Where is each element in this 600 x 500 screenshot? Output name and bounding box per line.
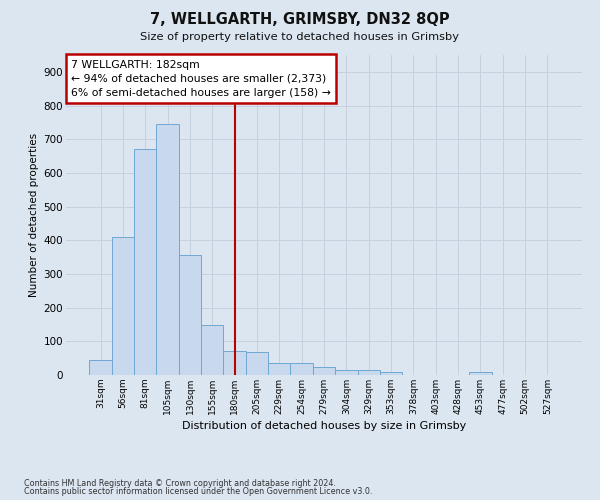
Bar [358, 370, 380, 375]
Bar [134, 150, 157, 375]
Bar [335, 370, 358, 375]
Bar [290, 363, 313, 375]
Bar [179, 256, 201, 375]
Text: Contains HM Land Registry data © Crown copyright and database right 2024.: Contains HM Land Registry data © Crown c… [24, 478, 336, 488]
Text: 7 WELLGARTH: 182sqm
← 94% of detached houses are smaller (2,373)
6% of semi-deta: 7 WELLGARTH: 182sqm ← 94% of detached ho… [71, 60, 331, 98]
X-axis label: Distribution of detached houses by size in Grimsby: Distribution of detached houses by size … [182, 421, 466, 431]
Text: 7, WELLGARTH, GRIMSBY, DN32 8QP: 7, WELLGARTH, GRIMSBY, DN32 8QP [150, 12, 450, 28]
Y-axis label: Number of detached properties: Number of detached properties [29, 133, 40, 297]
Bar [157, 124, 179, 375]
Bar [201, 325, 223, 375]
Bar [223, 352, 246, 375]
Text: Size of property relative to detached houses in Grimsby: Size of property relative to detached ho… [140, 32, 460, 42]
Bar [246, 352, 268, 375]
Bar [89, 360, 112, 375]
Bar [268, 363, 290, 375]
Bar [380, 372, 402, 375]
Text: Contains public sector information licensed under the Open Government Licence v3: Contains public sector information licen… [24, 487, 373, 496]
Bar [313, 366, 335, 375]
Bar [112, 237, 134, 375]
Bar [469, 372, 491, 375]
